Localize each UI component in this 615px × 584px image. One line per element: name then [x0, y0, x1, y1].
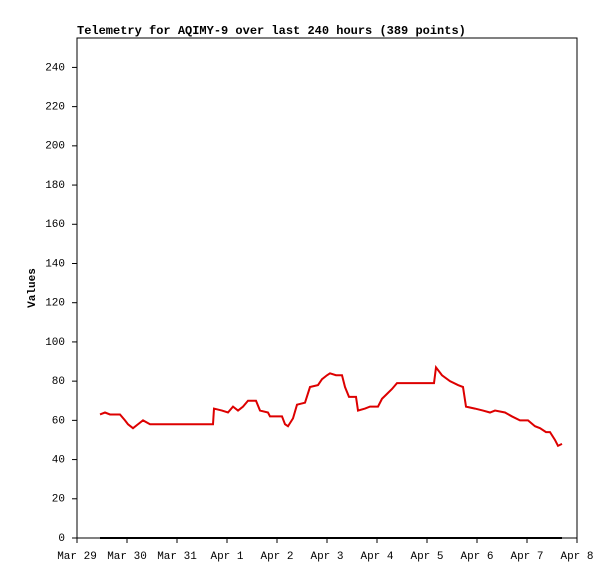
y-axis-label: Values — [27, 268, 39, 308]
chart-title: Telemetry for AQIMY-9 over last 240 hour… — [77, 24, 466, 38]
y-tick-label: 60 — [52, 415, 65, 427]
x-tick-label: Apr 8 — [560, 551, 593, 563]
x-tick-label: Apr 3 — [310, 551, 343, 563]
y-tick-label: 80 — [52, 376, 65, 388]
y-tick-label: 160 — [45, 219, 65, 231]
y-tick-label: 40 — [52, 454, 65, 466]
y-tick-label: 100 — [45, 337, 65, 349]
y-tick-label: 0 — [58, 533, 65, 545]
x-tick-label: Mar 30 — [107, 551, 147, 563]
x-tick-label: Apr 7 — [510, 551, 543, 563]
y-tick-label: 200 — [45, 141, 65, 153]
x-tick-label: Apr 6 — [460, 551, 493, 563]
x-tick-label: Mar 29 — [57, 551, 97, 563]
data-line — [99, 364, 563, 448]
y-tick-label: 140 — [45, 258, 65, 270]
y-tick-label: 220 — [45, 102, 65, 114]
x-tick-label: Apr 1 — [210, 551, 243, 563]
x-tick-label: Apr 2 — [260, 551, 293, 563]
x-tick-label: Apr 4 — [360, 551, 393, 563]
x-tick-label: Apr 5 — [410, 551, 443, 563]
y-tick-label: 240 — [45, 62, 65, 74]
y-tick-label: 20 — [52, 494, 65, 506]
y-tick-label: 120 — [45, 298, 65, 310]
y-tick-label: 180 — [45, 180, 65, 192]
x-tick-label: Mar 31 — [157, 551, 197, 563]
